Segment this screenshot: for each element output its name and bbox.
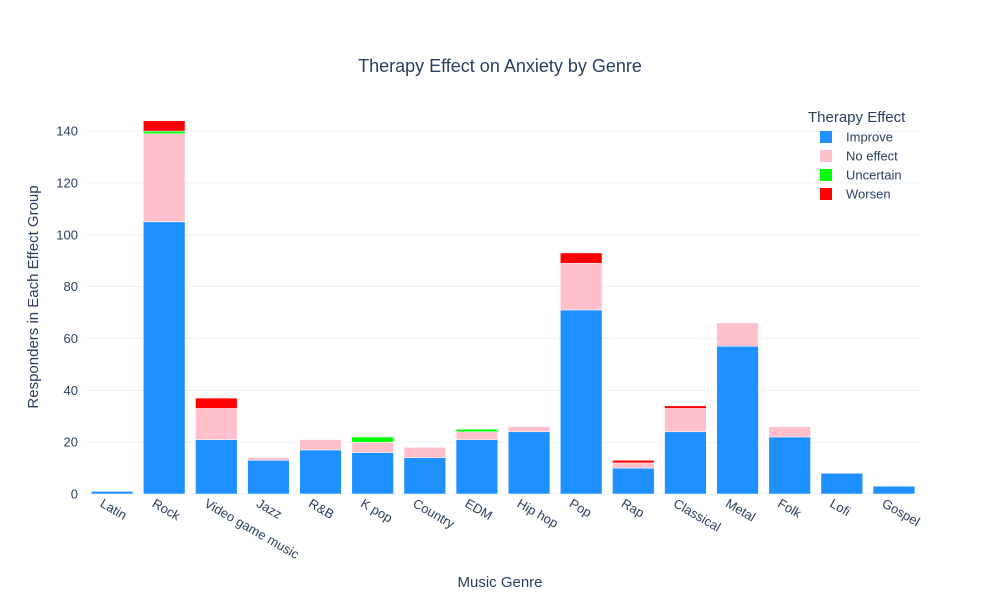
bar-segment[interactable] [351,436,394,443]
x-tick-label: Rap [619,496,647,521]
bar-segment[interactable] [90,491,134,495]
x-tick-label: Jazz [254,496,285,522]
bars [90,120,916,495]
bar-segment[interactable] [612,460,655,464]
legend-items: Improve No effect Uncertain Worsen [820,130,902,202]
bar-segment[interactable] [299,449,342,495]
x-tick-label: Country [410,496,457,532]
bar-segment[interactable] [247,460,290,495]
bar-segment[interactable] [455,439,499,495]
chart-title: Therapy Effect on Anxiety by Genre [358,56,642,76]
legend-label[interactable]: Improve [846,130,893,145]
legend-swatch[interactable] [820,169,832,181]
bar-segment[interactable] [403,447,446,458]
bar-segment[interactable] [820,473,863,495]
legend-swatch[interactable] [820,131,832,143]
y-tick-label: 100 [56,227,78,242]
x-tick-label: Latin [98,496,130,523]
legend[interactable]: Therapy Effect Improve No effect Uncertain… [808,109,906,202]
bar-segment[interactable] [143,221,186,495]
bar-segment[interactable] [664,405,707,409]
x-tick-label: Rock [150,496,184,524]
legend-title: Therapy Effect [808,109,906,126]
legend-label[interactable]: No effect [846,149,898,164]
bar-segment[interactable] [247,457,290,461]
y-tick-label: 20 [64,435,78,450]
bar-segment[interactable] [195,408,238,440]
y-tick-label: 0 [71,487,78,502]
bar-segment[interactable] [299,439,342,451]
bar-segment[interactable] [195,397,238,409]
bar-segment[interactable] [612,467,655,495]
y-axis-ticks: 0 20 40 60 80 100 120 140 [56,124,78,502]
bar-segment[interactable] [143,120,186,132]
bar-segment[interactable] [560,263,603,311]
x-tick-label: Lofi [827,496,853,520]
x-tick-label: Hip hop [515,496,561,531]
x-tick-label: Video game music [202,496,302,563]
bar-segment[interactable] [143,133,186,223]
bar-segment[interactable] [507,426,551,433]
bar-segment[interactable] [560,309,603,495]
bar-segment[interactable] [768,426,811,438]
x-axis-title: Music Genre [457,574,542,591]
bar-segment[interactable] [403,457,446,495]
x-tick-label: Metal [723,496,758,525]
x-tick-label: K pop [358,496,395,526]
y-tick-label: 140 [56,124,78,139]
y-tick-label: 120 [56,175,78,190]
x-tick-label: R&B [306,496,337,522]
y-tick-label: 60 [64,331,78,346]
legend-label[interactable]: Uncertain [846,168,902,183]
bar-segment[interactable] [716,346,759,495]
legend-label[interactable]: Worsen [846,187,891,202]
y-tick-label: 80 [64,279,78,294]
bar-segment[interactable] [664,431,707,495]
bar-segment[interactable] [612,462,655,469]
bar-segment[interactable] [560,252,603,264]
legend-swatch[interactable] [820,150,832,162]
bar-segment[interactable] [351,452,394,495]
x-tick-label: Classical [671,496,724,535]
bar-segment[interactable] [872,485,916,495]
bar-segment[interactable] [664,408,707,433]
bar-segment[interactable] [143,130,186,134]
x-tick-label: EDM [462,496,495,523]
y-tick-label: 40 [64,383,78,398]
bar-segment[interactable] [455,431,499,440]
bar-segment[interactable] [507,431,551,495]
legend-swatch[interactable] [820,188,832,200]
bar-segment[interactable] [455,428,499,433]
x-tick-label: Folk [775,496,804,522]
x-tick-label: Pop [567,496,595,521]
bar-segment[interactable] [351,441,394,453]
bar-segment[interactable] [195,439,238,495]
bar-segment[interactable] [716,322,759,347]
y-axis-title: Responders in Each Effect Group [25,185,42,408]
x-tick-label: Gospel [879,496,922,530]
bar-segment[interactable] [768,436,811,495]
